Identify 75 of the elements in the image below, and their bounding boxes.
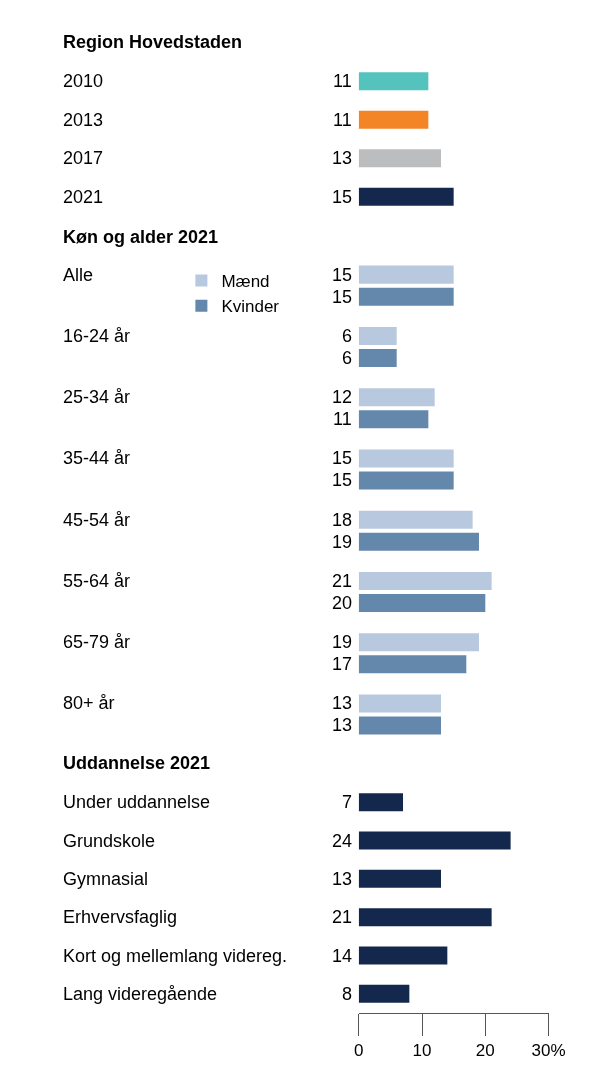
bar <box>358 449 454 468</box>
y-tick-label: 35-44 år <box>63 448 131 468</box>
data-label: 13 <box>332 148 353 168</box>
x-tick-label: 0 <box>353 1041 364 1061</box>
y-tick-label: 55-64 år <box>63 571 131 591</box>
legend-label: Kvinder <box>221 297 280 317</box>
x-tick-label: 30% <box>531 1041 566 1061</box>
bar <box>358 471 454 490</box>
y-tick-label: 2010 <box>63 71 104 91</box>
y-tick-label: 2021 <box>63 187 104 207</box>
data-label: 15 <box>332 287 353 307</box>
data-label: 19 <box>332 632 353 652</box>
bar <box>358 831 511 850</box>
data-label: 21 <box>332 907 353 927</box>
text: Region Hovedstaden <box>63 32 243 52</box>
y-tick-label: 2013 <box>63 110 104 130</box>
bar <box>358 571 492 590</box>
legend-label: Mænd <box>221 272 270 292</box>
data-label: 13 <box>332 869 353 889</box>
data-label: 11 <box>333 110 352 130</box>
bar <box>358 287 454 306</box>
y-tick-label: Lang videregående <box>63 984 218 1004</box>
y-tick-label: 65-79 år <box>63 632 131 652</box>
data-label: 8 <box>342 984 353 1004</box>
x-tick-label: 10 <box>412 1041 432 1061</box>
data-label: 11 <box>333 409 352 429</box>
text: Køn og alder 2021 <box>63 227 219 247</box>
bar <box>358 716 441 735</box>
data-label: 19 <box>332 532 353 552</box>
bar <box>358 946 448 965</box>
data-label: 7 <box>342 792 353 812</box>
y-tick-label: 25-34 år <box>63 387 131 407</box>
data-label: 20 <box>332 593 353 613</box>
data-label: 11 <box>333 71 352 91</box>
bar <box>358 908 492 927</box>
data-label: 15 <box>332 265 353 285</box>
data-label: 17 <box>332 654 353 674</box>
bar <box>358 265 454 284</box>
x-tick-label: 20 <box>475 1041 495 1061</box>
data-label: 6 <box>342 326 353 346</box>
y-tick-label: Alle <box>63 265 94 285</box>
y-tick-label: Under uddannelse <box>63 792 211 812</box>
bar <box>358 348 397 367</box>
bar <box>358 984 410 1003</box>
y-tick-label: 16-24 år <box>63 326 131 346</box>
bar <box>358 388 435 407</box>
text: Uddannelse 2021 <box>63 753 211 773</box>
y-tick-label: Erhvervsfaglig <box>63 907 178 927</box>
data-label: 13 <box>332 715 353 735</box>
y-tick-label: 80+ år <box>63 693 115 713</box>
bar <box>358 655 467 674</box>
y-tick-label: Kort og mellemlang videreg. <box>63 946 288 966</box>
y-tick-label: 2017 <box>63 148 104 168</box>
data-label: 18 <box>332 510 353 530</box>
data-label: 6 <box>342 348 353 368</box>
bar <box>358 793 404 812</box>
data-label: 21 <box>332 571 353 591</box>
y-tick-label: Gymnasial <box>63 869 149 889</box>
y-tick-label: Grundskole <box>63 831 156 851</box>
bar <box>358 410 429 429</box>
data-label: 15 <box>332 470 353 490</box>
bar <box>358 510 473 529</box>
bar <box>358 694 441 713</box>
data-label: 24 <box>332 831 353 851</box>
data-label: 15 <box>332 187 353 207</box>
data-label: 15 <box>332 448 353 468</box>
data-label: 13 <box>332 693 353 713</box>
bar <box>358 869 441 888</box>
data-label: 12 <box>332 387 353 407</box>
bar <box>358 532 479 551</box>
bar <box>358 326 397 345</box>
bar <box>358 593 486 612</box>
bar <box>358 633 479 652</box>
y-tick-label: 45-54 år <box>63 510 131 530</box>
data-label: 14 <box>332 946 353 966</box>
